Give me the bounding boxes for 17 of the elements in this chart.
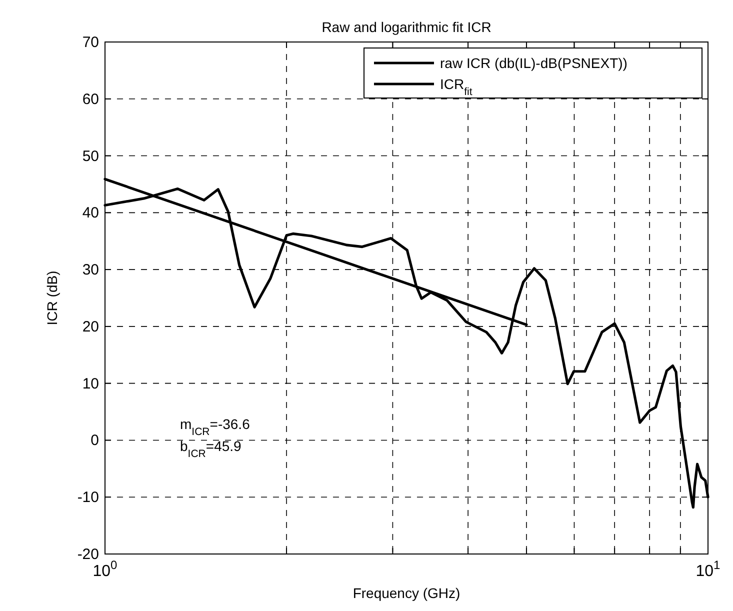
- y-tick-label: 20: [82, 318, 99, 336]
- y-tick-label: 40: [82, 204, 99, 222]
- annotation: m$_{ICR}$=-36.6: [180, 416, 250, 438]
- legend-label: raw ICR (db(IL)-dB(PSNEXT)): [440, 55, 628, 71]
- chart-title: Raw and logarithmic fit ICR: [322, 19, 492, 35]
- y-tick-label: 0: [90, 432, 99, 450]
- x-tick-label: 10$^{1}$: [696, 558, 721, 580]
- x-axis-title: Frequency (GHz): [352, 585, 460, 601]
- y-tick-label: 50: [82, 148, 99, 165]
- legend-label: ICR$_{fit}$: [440, 76, 472, 98]
- annotation: b$_{ICR}$=45.9: [180, 438, 242, 460]
- y-tick-label: 70: [82, 34, 99, 51]
- y-tick-label: 60: [82, 90, 99, 108]
- y-tick-label: 10: [82, 375, 99, 392]
- y-tick-label: 30: [82, 262, 99, 279]
- y-axis-title: ICR (dB): [44, 270, 60, 326]
- y-tick-label: -10: [77, 489, 99, 506]
